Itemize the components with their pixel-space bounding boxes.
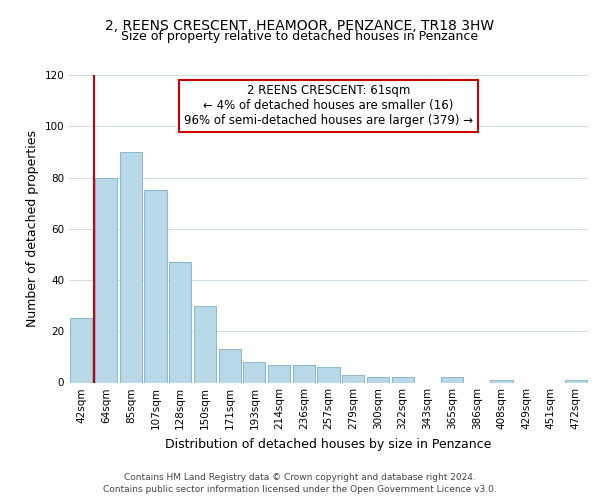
Y-axis label: Number of detached properties: Number of detached properties (26, 130, 39, 327)
Text: 2, REENS CRESCENT, HEAMOOR, PENZANCE, TR18 3HW: 2, REENS CRESCENT, HEAMOOR, PENZANCE, TR… (106, 19, 494, 33)
Bar (490, 380, 512, 382)
Bar (268, 364, 290, 382)
Bar (367, 378, 389, 382)
Bar (317, 367, 340, 382)
Text: Contains HM Land Registry data © Crown copyright and database right 2024.
Contai: Contains HM Land Registry data © Crown c… (103, 472, 497, 494)
Bar (145, 190, 167, 382)
Bar (342, 375, 364, 382)
Bar (169, 262, 191, 382)
Text: 2 REENS CRESCENT: 61sqm
← 4% of detached houses are smaller (16)
96% of semi-det: 2 REENS CRESCENT: 61sqm ← 4% of detached… (184, 84, 473, 127)
Bar (392, 378, 414, 382)
Bar (194, 306, 216, 382)
Bar (218, 349, 241, 382)
Text: Size of property relative to detached houses in Penzance: Size of property relative to detached ho… (121, 30, 479, 43)
Bar (293, 364, 315, 382)
Bar (441, 378, 463, 382)
Bar (119, 152, 142, 382)
Bar (70, 318, 92, 382)
Bar (95, 178, 117, 382)
Bar (565, 380, 587, 382)
Bar (243, 362, 265, 382)
X-axis label: Distribution of detached houses by size in Penzance: Distribution of detached houses by size … (166, 438, 491, 451)
